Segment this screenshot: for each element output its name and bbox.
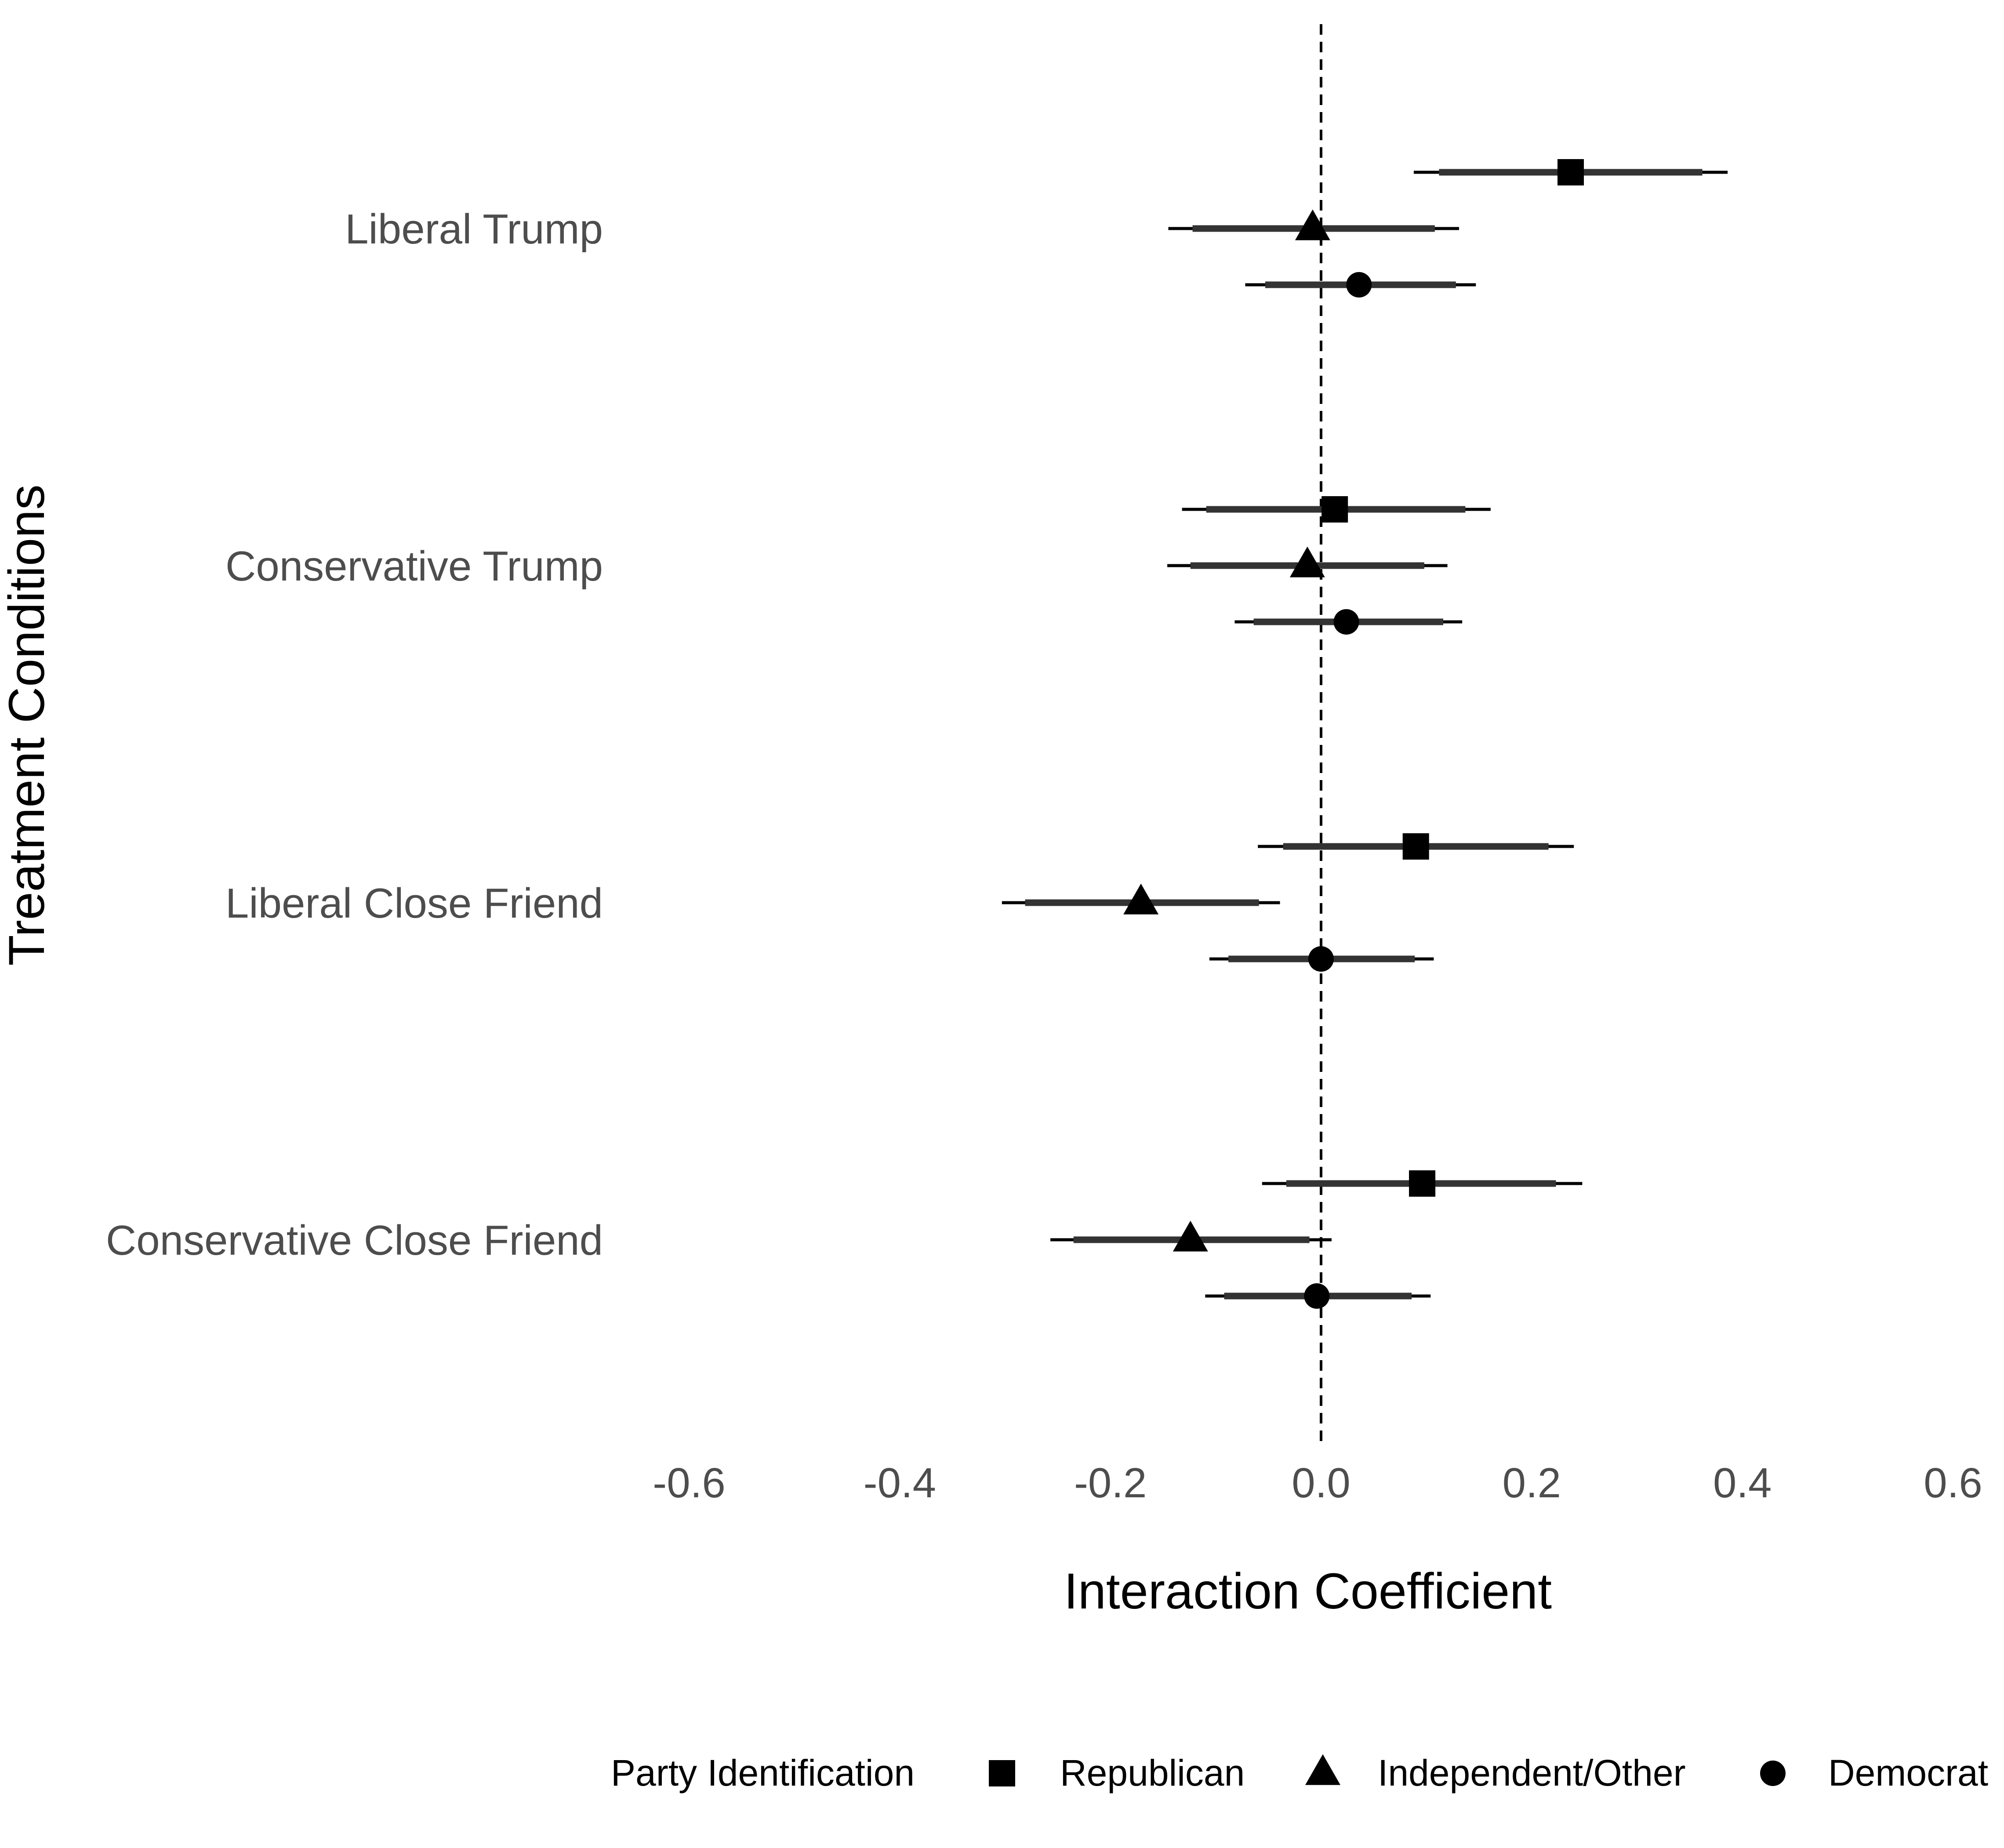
y-category-label: Conservative Close Friend [106, 1217, 603, 1264]
legend-democrat-marker [1760, 1761, 1786, 1786]
x-tick-label: 0.6 [1924, 1460, 1982, 1507]
x-tick-label: 0.2 [1503, 1460, 1561, 1507]
y-category-label: Liberal Close Friend [225, 880, 603, 927]
democrat-point [1333, 609, 1359, 635]
x-tick-label: 0.4 [1713, 1460, 1772, 1507]
y-axis-title: Treatment Conditions [0, 484, 55, 966]
democrat-point [1304, 1283, 1330, 1309]
republican-point [1557, 159, 1584, 185]
x-tick-label: -0.6 [653, 1460, 725, 1507]
legend-independent-other-marker [1305, 1754, 1340, 1785]
x-axis-title: Interaction Coefficient [1064, 1563, 1552, 1619]
independent-other-point [1289, 546, 1325, 577]
republican-point [1321, 496, 1348, 523]
republican-point [1402, 833, 1429, 860]
y-category-label: Conservative Trump [225, 543, 603, 590]
x-tick-label: -0.4 [864, 1460, 936, 1507]
legend-republican-label: Republican [1060, 1752, 1245, 1794]
democrat-point [1346, 272, 1372, 298]
legend: Party Identification Republican Independen… [611, 1752, 1988, 1794]
independent-other-point [1295, 209, 1330, 240]
legend-democrat-label: Democrat [1828, 1752, 1988, 1794]
y-category-label: Liberal Trump [345, 206, 603, 253]
independent-other-point [1173, 1220, 1208, 1252]
republican-point [1409, 1170, 1436, 1197]
legend-title: Party Identification [611, 1752, 915, 1794]
plot-area: -0.6 -0.4 -0.2 0.0 0.2 0.4 0.6 Liberal Trump Con… [106, 24, 1982, 1507]
democrat-point [1308, 946, 1334, 972]
legend-republican-marker [989, 1760, 1015, 1786]
x-tick-label: -0.2 [1074, 1460, 1147, 1507]
legend-independent-other-label: Independent/Other [1378, 1752, 1686, 1794]
independent-other-point [1123, 883, 1159, 915]
x-tick-label: 0.0 [1292, 1460, 1350, 1507]
